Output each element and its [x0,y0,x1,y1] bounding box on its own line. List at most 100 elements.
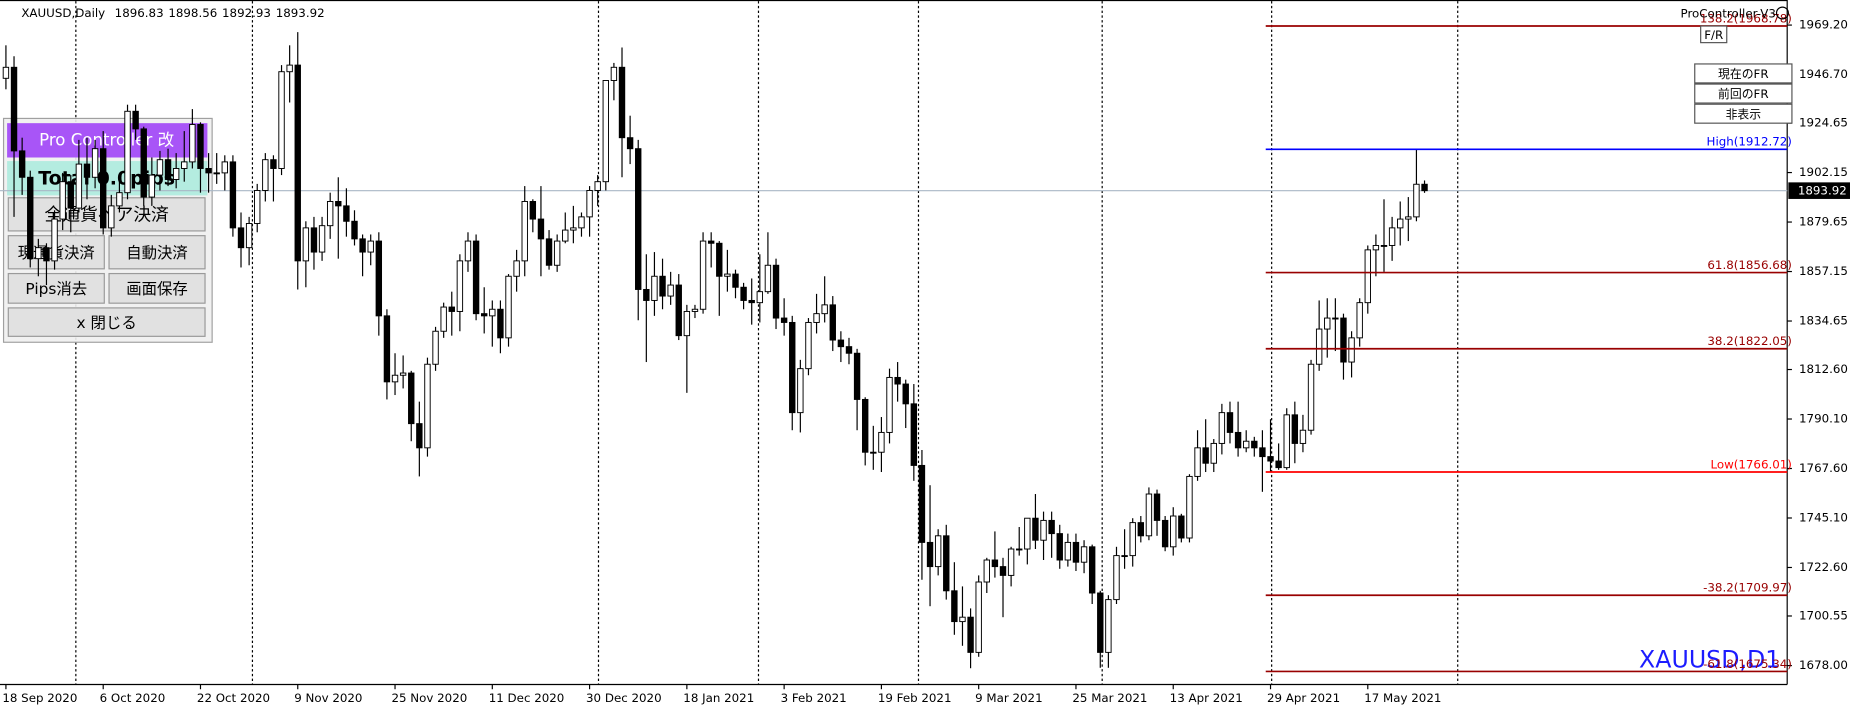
candle-body [1275,460,1282,469]
candle-body [1064,541,1072,561]
x-tick-label: 6 Oct 2020 [100,691,166,705]
button-face[interactable] [7,272,105,304]
candle-body [991,559,999,568]
candle-body [116,192,123,207]
button-face[interactable] [108,272,206,304]
candle-body [1348,337,1355,363]
candle-body [797,368,804,414]
ohlc-open: 1896.83 [115,6,164,20]
candle-body [951,590,958,623]
candle-body [1372,244,1380,251]
candle-body [618,66,626,139]
watermark: XAUUSD,D1 [1639,645,1780,673]
candle-body [1234,431,1242,449]
candle-body [1218,412,1226,444]
candle-body [651,275,658,301]
fib-label: High(1912.72) [1707,135,1792,149]
button-face[interactable] [1694,83,1793,104]
candle-body [140,128,147,198]
candle-body [659,275,666,297]
candle-body [894,376,901,385]
candle-body [51,218,58,262]
button-label[interactable]: 非表示 [1726,107,1762,121]
candle-body [278,71,285,169]
candle-body [1056,533,1063,561]
candle-body [1364,249,1371,304]
x-tick-label: 29 Apr 2021 [1267,691,1340,705]
button-face[interactable] [1700,25,1728,44]
fr-button[interactable]: 前回のFR [1694,83,1793,104]
candle-body [724,273,731,277]
fr-button[interactable]: F/R [1700,25,1728,44]
button-label[interactable]: 画面保存 [126,280,188,298]
candle-body [1121,555,1128,558]
candle-body [1413,183,1420,218]
button-label[interactable]: 前回のFR [1718,87,1769,101]
candle-body [732,273,739,288]
panel-button[interactable]: Pips消去 [7,272,105,304]
candle-body [1080,546,1088,563]
candle-body [2,66,10,79]
candle-body [367,240,374,253]
panel-button[interactable]: 全通貨ペア決済 [7,197,206,232]
fr-button[interactable]: 現在のFR [1694,63,1793,84]
panel-title-bar [7,123,208,158]
ohlc-high: 1898.56 [168,6,217,20]
button-label[interactable]: x 閉じる [77,314,137,332]
button-label[interactable]: 全通貨ペア決済 [44,205,169,226]
candle-body [172,168,180,180]
candle-body [1307,363,1315,431]
candle-body [805,321,812,370]
candle-body [456,260,464,312]
fib-label: -38.2(1709.97) [1703,581,1792,595]
candle-body [594,181,601,191]
panel-button[interactable]: x 閉じる [7,307,206,337]
x-tick-label: 13 Apr 2021 [1170,691,1243,705]
candle-body [75,163,83,209]
bid-label-box [1788,182,1850,199]
candle-body [1226,412,1234,433]
button-face[interactable] [1694,103,1793,124]
candle-body [635,148,642,290]
candle-body [1145,493,1153,537]
x-tick-label: 19 Feb 2021 [878,691,952,705]
candle-body [643,288,650,301]
button-face[interactable] [108,235,206,270]
candle-body [1259,447,1266,458]
candle-body [318,225,326,253]
y-tick-label: 1678.00 [1799,658,1848,672]
button-label[interactable]: 現在のFR [1718,67,1769,81]
button-face[interactable] [1694,63,1793,84]
button-label[interactable]: Pips消去 [25,280,87,298]
candle-body [1340,317,1347,363]
chart-header: XAUUSD,Daily 1896.83 1898.56 1892.93 1893.92 [21,6,324,20]
x-tick-label: 9 Nov 2020 [294,691,362,705]
candle-body [772,264,780,319]
candle-body [1405,216,1412,220]
candle-body [667,284,674,297]
y-tick-label: 1700.55 [1799,608,1848,622]
candle-body [586,190,593,218]
candle-body [999,566,1007,576]
candle-body [1153,493,1161,521]
button-label[interactable]: 自動決済 [126,244,188,262]
candle-body [91,148,99,178]
y-tick-label: 1745.10 [1799,510,1848,524]
candle-body [489,308,496,317]
candle-body [440,306,447,332]
y-tick-label: 1902.15 [1799,165,1848,179]
symbol: XAUUSD,Daily [21,6,105,20]
candle-body [464,240,472,262]
button-label[interactable]: F/R [1704,28,1723,42]
panel-button[interactable]: 自動決済 [108,235,206,270]
button-face[interactable] [7,197,206,232]
panel-button[interactable]: 画面保存 [108,272,206,304]
candle-body [570,227,577,231]
expert-name: ProController-V3 [1681,7,1776,21]
candle-body [1032,517,1039,541]
fib-label: 138.2(1968.78) [1700,11,1792,25]
candle-body [1380,244,1388,247]
fr-button[interactable]: 非表示 [1694,103,1793,124]
button-face[interactable] [7,307,206,337]
